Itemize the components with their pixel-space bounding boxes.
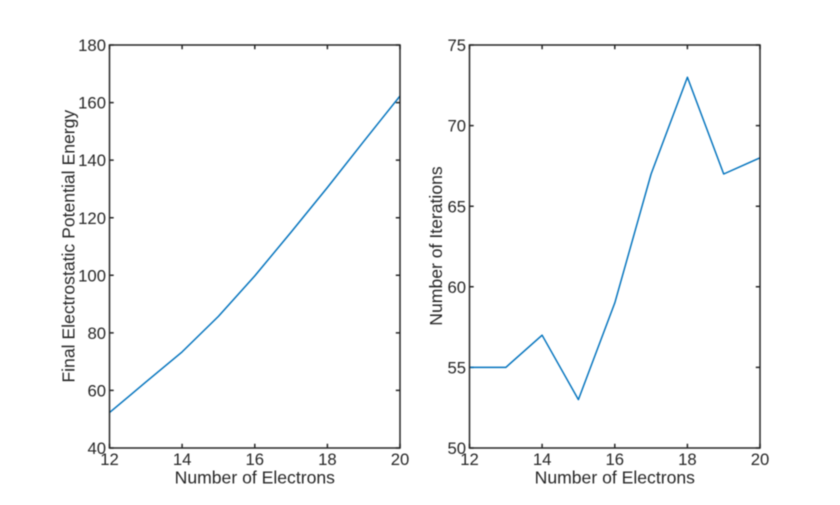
svg-text:160: 160	[78, 94, 106, 113]
svg-text:40: 40	[87, 439, 106, 458]
svg-text:16: 16	[606, 450, 625, 469]
svg-text:20: 20	[751, 450, 770, 469]
svg-text:20: 20	[391, 450, 410, 469]
svg-text:16: 16	[246, 450, 265, 469]
svg-text:80: 80	[87, 324, 106, 343]
svg-text:180: 180	[78, 36, 106, 55]
svg-text:120: 120	[78, 209, 106, 228]
svg-text:75: 75	[447, 36, 466, 55]
svg-text:18: 18	[678, 450, 697, 469]
svg-text:70: 70	[447, 117, 466, 136]
svg-text:Final Electrostatic Potential: Final Electrostatic Potential Energy	[59, 110, 79, 383]
svg-text:50: 50	[447, 439, 466, 458]
svg-text:12: 12	[100, 450, 119, 469]
svg-text:55: 55	[447, 359, 466, 378]
svg-text:12: 12	[460, 450, 479, 469]
svg-text:Number of Electrons: Number of Electrons	[535, 467, 696, 487]
svg-text:18: 18	[318, 450, 337, 469]
svg-text:Number of Electrons: Number of Electrons	[175, 467, 336, 487]
svg-text:14: 14	[533, 450, 552, 469]
svg-text:65: 65	[447, 197, 466, 216]
svg-text:Number of Iterations: Number of Iterations	[426, 166, 446, 326]
svg-text:60: 60	[447, 278, 466, 297]
svg-text:100: 100	[78, 266, 106, 285]
svg-text:60: 60	[87, 382, 106, 401]
svg-text:14: 14	[173, 450, 192, 469]
svg-text:140: 140	[78, 151, 106, 170]
